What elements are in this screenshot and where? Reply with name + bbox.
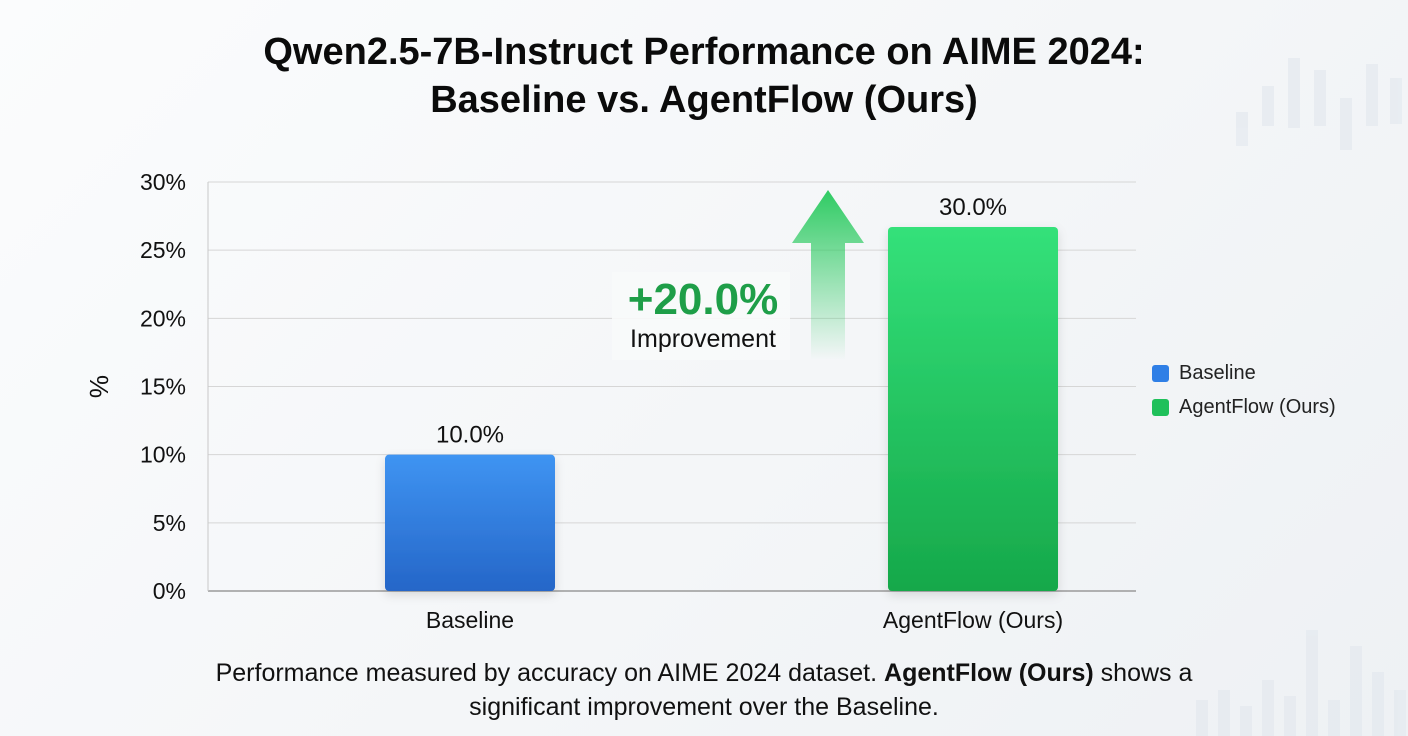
legend-swatch-baseline	[1152, 364, 1169, 382]
improvement-annotation: +20.0% Improvement	[612, 190, 864, 360]
legend-swatch-agentflow	[1152, 398, 1169, 416]
bars: 10.0% 30.0%	[385, 194, 1058, 592]
y-tick-label: 15%	[140, 374, 186, 400]
annotation-backdrop	[612, 272, 790, 360]
y-tick-label: 25%	[140, 237, 186, 263]
caption-text-before: Performance measured by accuracy on AIME…	[215, 659, 885, 687]
title-line-2: Baseline vs. AgentFlow (Ours)	[430, 79, 978, 121]
bar-baseline	[385, 454, 555, 591]
chart-title: Qwen2.5-7B-Instruct Performance on AIME …	[0, 28, 1408, 124]
y-tick-label: 5%	[153, 510, 186, 536]
x-axis-ticks: Baseline AgentFlow (Ours)	[426, 607, 1063, 633]
legend-label-agentflow: AgentFlow (Ours)	[1179, 395, 1336, 418]
x-tick-label: Baseline	[426, 607, 514, 633]
data-label: 30.0%	[939, 194, 1007, 221]
x-tick-label: AgentFlow (Ours)	[883, 607, 1063, 633]
y-tick-label: 30%	[140, 169, 186, 195]
y-tick-label: 0%	[153, 578, 186, 604]
legend-item-agentflow: AgentFlow (Ours)	[1152, 390, 1336, 424]
y-axis-ticks: 0% 5% 10% 15% 20% 25% 30%	[140, 169, 186, 604]
legend-label-baseline: Baseline	[1179, 361, 1256, 384]
improvement-value: +20.0%	[628, 275, 778, 324]
y-axis-label: %	[84, 375, 114, 398]
caption-line-2: significant improvement over the Baselin…	[469, 693, 939, 721]
caption-bold-text: AgentFlow (Ours)	[884, 659, 1094, 687]
caption-text-after: shows a	[1093, 659, 1193, 687]
legend-item-baseline: Baseline	[1152, 356, 1336, 390]
y-tick-label: 20%	[140, 305, 186, 331]
title-line-1: Qwen2.5-7B-Instruct Performance on AIME …	[263, 31, 1145, 73]
data-label: 10.0%	[436, 422, 504, 449]
improvement-label: Improvement	[630, 325, 776, 353]
up-arrow-icon	[792, 190, 864, 360]
caption-line-1: Performance measured by accuracy on AIME…	[0, 656, 1408, 690]
bar-agentflow	[888, 226, 1058, 592]
y-tick-label: 10%	[140, 442, 186, 468]
chart-legend: Baseline AgentFlow (Ours)	[1152, 356, 1336, 424]
chart-caption: Performance measured by accuracy on AIME…	[0, 656, 1408, 724]
